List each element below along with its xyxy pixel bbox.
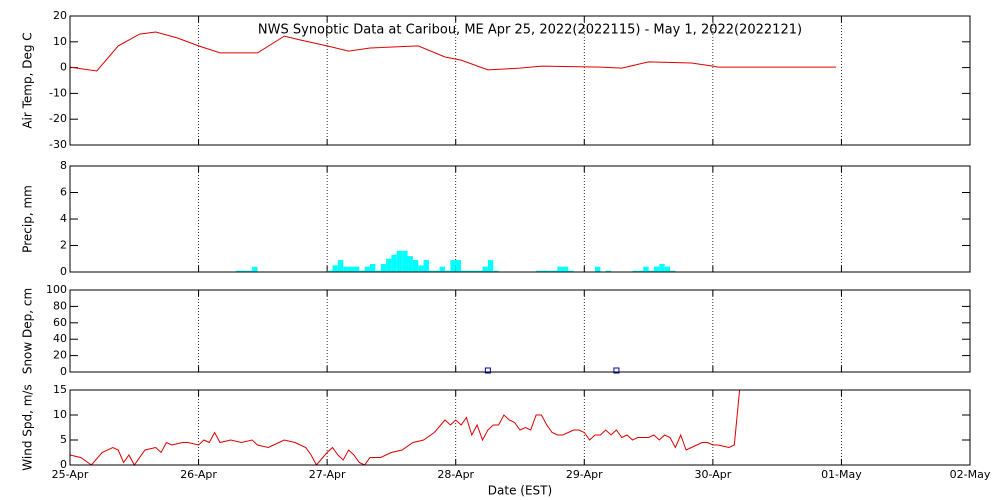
- bar: [445, 270, 451, 272]
- data-line: [69, 389, 741, 466]
- bar: [471, 270, 478, 272]
- bar: [359, 270, 365, 272]
- bar: [241, 270, 247, 272]
- bar: [466, 270, 472, 272]
- bar: [664, 266, 670, 272]
- bar: [632, 270, 638, 272]
- bar: [327, 270, 333, 272]
- bar: [536, 270, 542, 272]
- y-axis-label: Air Temp, Deg C: [21, 32, 35, 128]
- y-tick-label: -10: [49, 86, 67, 99]
- bar: [568, 270, 574, 272]
- y-tick-label: 60: [53, 316, 67, 329]
- bar: [370, 264, 376, 272]
- bar: [648, 270, 654, 272]
- x-tick-label: 25-Apr: [52, 468, 89, 481]
- chart-title: NWS Synoptic Data at Caribou, ME Apr 25,…: [258, 23, 802, 38]
- bar: [375, 270, 381, 272]
- bar: [332, 265, 338, 272]
- y-tick-label: 0: [60, 265, 67, 278]
- x-tick-label: 27-Apr: [309, 468, 346, 481]
- y-tick-label: 10: [53, 408, 67, 421]
- x-tick-label: 30-Apr: [694, 468, 731, 481]
- bar: [482, 266, 488, 272]
- x-axis-label: Date (EST): [488, 484, 552, 498]
- y-tick-label: 40: [53, 332, 67, 345]
- bar: [396, 250, 403, 272]
- y-tick-label: 2: [60, 239, 67, 252]
- bar: [246, 270, 253, 272]
- bar: [493, 270, 499, 272]
- point: [484, 367, 491, 374]
- y-tick-label: 0: [60, 61, 67, 74]
- bar: [364, 266, 370, 272]
- x-tick-label: 26-Apr: [180, 468, 217, 481]
- y-tick-label: 0: [60, 458, 67, 471]
- plot-frame: [69, 289, 971, 373]
- bar: [434, 270, 440, 272]
- y-tick-label: 20: [53, 349, 67, 362]
- bar: [348, 266, 354, 272]
- bar: [643, 266, 649, 272]
- data-line: [69, 31, 837, 72]
- point: [613, 367, 620, 374]
- bar: [455, 260, 462, 272]
- y-tick-label: 100: [46, 283, 67, 296]
- y-tick-label: 20: [53, 9, 67, 22]
- x-tick-label: 29-Apr: [566, 468, 603, 481]
- plot-frame: [69, 15, 971, 146]
- y-tick-label: 15: [53, 383, 67, 396]
- bar: [546, 270, 553, 272]
- plot-frame: [69, 389, 971, 466]
- bar: [337, 260, 344, 272]
- y-tick-label: 8: [60, 159, 67, 172]
- bar: [659, 264, 665, 272]
- bar: [637, 270, 644, 272]
- bar: [412, 260, 419, 272]
- bar: [236, 270, 242, 272]
- bar: [391, 254, 397, 272]
- bar: [450, 260, 456, 272]
- bar: [386, 258, 392, 272]
- y-tick-label: 4: [60, 212, 67, 225]
- bar: [653, 266, 660, 272]
- bar: [595, 266, 601, 272]
- y-tick-label: 10: [53, 35, 67, 48]
- bar: [552, 270, 558, 272]
- x-tick-label: 01-May: [821, 468, 862, 481]
- bar: [670, 270, 676, 272]
- y-tick-label: 5: [60, 433, 67, 446]
- bar: [541, 270, 547, 272]
- bar: [461, 270, 467, 272]
- bar: [487, 260, 494, 272]
- y-axis-label: Wind Spd, m/s: [21, 384, 35, 470]
- bar: [428, 270, 435, 272]
- y-tick-label: -20: [49, 112, 67, 125]
- y-tick-label: 0: [60, 365, 67, 378]
- bar: [380, 264, 387, 272]
- y-tick-label: 80: [53, 299, 67, 312]
- x-tick-label: 28-Apr: [437, 468, 474, 481]
- bar: [477, 270, 483, 272]
- bar: [423, 260, 429, 272]
- bar: [439, 266, 445, 272]
- bar: [353, 266, 360, 272]
- bar: [402, 250, 408, 272]
- bar: [562, 266, 569, 272]
- bar: [557, 266, 563, 272]
- y-axis-label: Precip, mm: [21, 185, 35, 253]
- y-tick-label: 6: [60, 186, 67, 199]
- x-tick-label: 02-May: [950, 468, 991, 481]
- y-tick-label: -30: [49, 138, 67, 151]
- bar: [252, 266, 258, 272]
- bar: [407, 256, 413, 272]
- y-axis-label: Snow Dep, cm: [21, 288, 35, 374]
- bar: [605, 270, 612, 272]
- bar: [343, 266, 349, 272]
- plot-frame: [69, 165, 971, 273]
- bar: [418, 265, 424, 272]
